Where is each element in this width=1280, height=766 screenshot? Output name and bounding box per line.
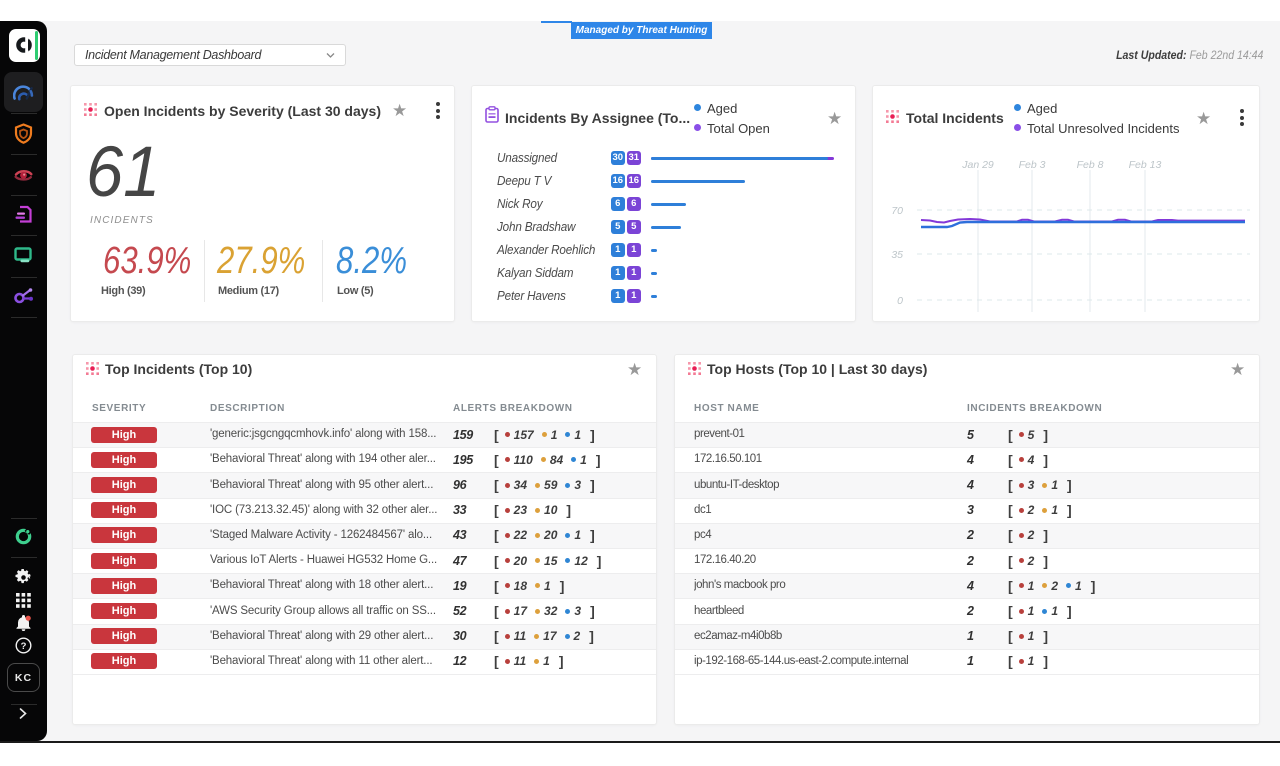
svg-text:0: 0	[897, 295, 903, 307]
svg-text:?: ?	[21, 641, 27, 652]
svg-text:Feb 13: Feb 13	[1129, 159, 1162, 171]
svg-text:Feb 3: Feb 3	[1019, 159, 1046, 171]
svg-text:70: 70	[891, 205, 903, 217]
svg-text:Feb 8: Feb 8	[1077, 159, 1104, 171]
svg-text:Jan 29: Jan 29	[961, 159, 994, 171]
svg-text:35: 35	[891, 249, 903, 261]
